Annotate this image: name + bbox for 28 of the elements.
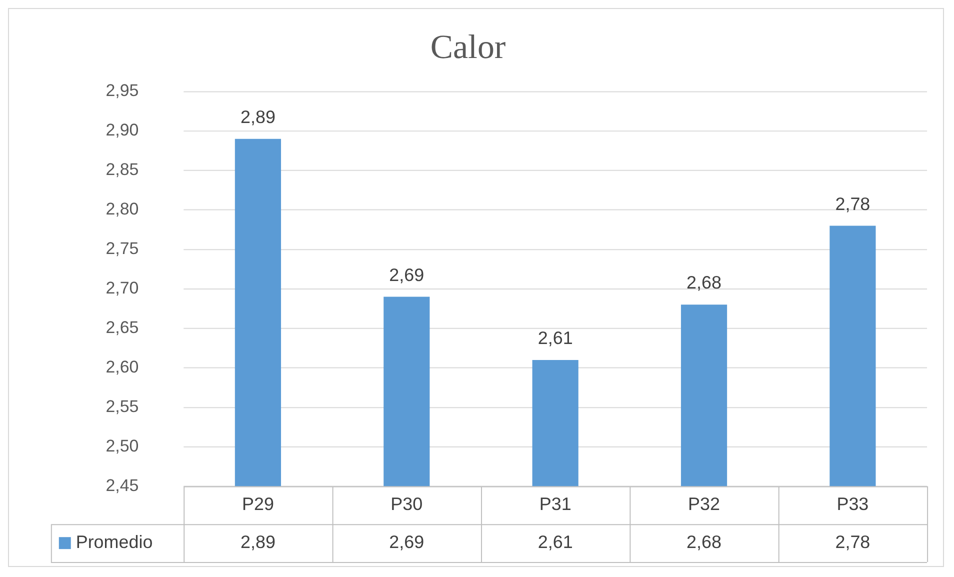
y-tick-label: 2,80: [106, 200, 139, 219]
y-tick-label: 2,45: [106, 476, 139, 495]
y-tick-label: 2,85: [106, 160, 139, 180]
y-tick-label: 2,90: [106, 120, 139, 140]
x-tick-label: P29: [242, 494, 274, 514]
x-tick-label: P32: [688, 494, 720, 514]
data-label: 2,89: [240, 532, 276, 552]
y-tick-label: 2,65: [106, 318, 139, 338]
data-label: 2,69: [389, 532, 424, 552]
text: 2,89: [240, 106, 276, 127]
x-tick-label: P30: [390, 494, 423, 514]
x-tick-label: P31: [539, 494, 572, 514]
chart-title: Calor: [430, 29, 506, 66]
text: 2,68: [686, 272, 722, 293]
x-tick-label: P33: [836, 494, 869, 514]
y-tick-label: 2,60: [106, 358, 139, 377]
y-tick-label: 2,70: [106, 278, 139, 298]
y-tick-label: 2,50: [106, 436, 139, 456]
legend-label: Promedio: [76, 532, 153, 552]
data-label: 2,61: [538, 532, 573, 552]
data-label: 2,68: [686, 532, 722, 552]
text: 2,69: [389, 264, 424, 285]
y-tick-label: 2,55: [106, 397, 139, 416]
text: 2,61: [538, 328, 573, 348]
y-tick-label: 2,95: [106, 81, 139, 100]
text: 2,78: [835, 194, 870, 214]
data-label: 2,78: [835, 532, 870, 552]
y-tick-label: 2,75: [106, 239, 139, 258]
